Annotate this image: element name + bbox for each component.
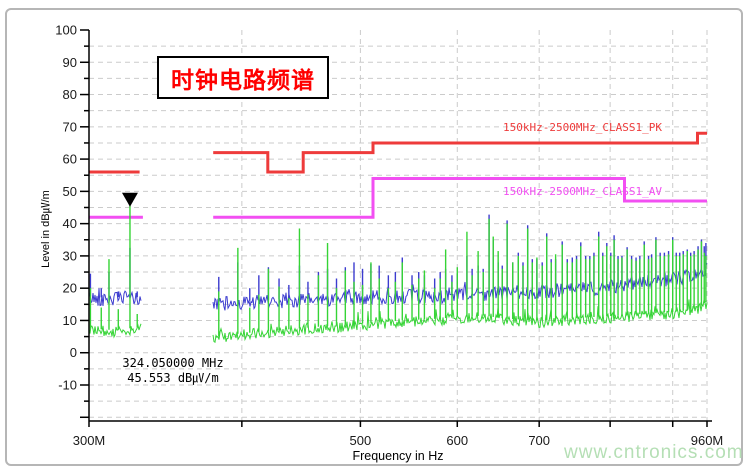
watermark: www.cntronics.com xyxy=(564,442,744,463)
svg-text:50: 50 xyxy=(63,184,77,199)
svg-text:300M: 300M xyxy=(73,433,106,448)
svg-text:500: 500 xyxy=(350,433,372,448)
marker-readout: 324.050000 MHz 45.553 dB㎶/m xyxy=(110,356,236,386)
svg-text:700: 700 xyxy=(528,433,550,448)
chart-frame xyxy=(5,8,743,466)
svg-text:30: 30 xyxy=(63,248,77,263)
svg-text:-10: -10 xyxy=(58,378,77,393)
chart-title-box: 时钟电路频谱 xyxy=(157,56,329,99)
x-axis-title: Frequency in Hz xyxy=(352,449,444,463)
marker-frequency: 324.050000 MHz xyxy=(122,356,224,370)
svg-text:20: 20 xyxy=(63,281,77,296)
svg-text:90: 90 xyxy=(63,55,77,70)
marker-triangle-icon xyxy=(121,192,138,207)
limit-av-label: 150kHz-2500MHz_CLASS1_AV xyxy=(503,185,662,198)
chart-title: 时钟电路频谱 xyxy=(171,66,315,93)
svg-text:70: 70 xyxy=(63,119,77,134)
svg-text:80: 80 xyxy=(63,87,77,102)
svg-text:40: 40 xyxy=(63,216,77,231)
svg-text:960M: 960M xyxy=(691,433,724,448)
limit-pk-label: 150kHz-2500MHz_CLASS1_PK xyxy=(503,121,662,134)
svg-text:0: 0 xyxy=(70,345,77,360)
svg-text:10: 10 xyxy=(63,313,77,328)
svg-text:600: 600 xyxy=(446,433,468,448)
y-axis-title: Level in dB㎶/m xyxy=(40,190,52,268)
marker-level: 45.553 dB㎶/m xyxy=(127,371,219,385)
svg-text:60: 60 xyxy=(63,152,77,167)
svg-text:100: 100 xyxy=(55,23,77,38)
